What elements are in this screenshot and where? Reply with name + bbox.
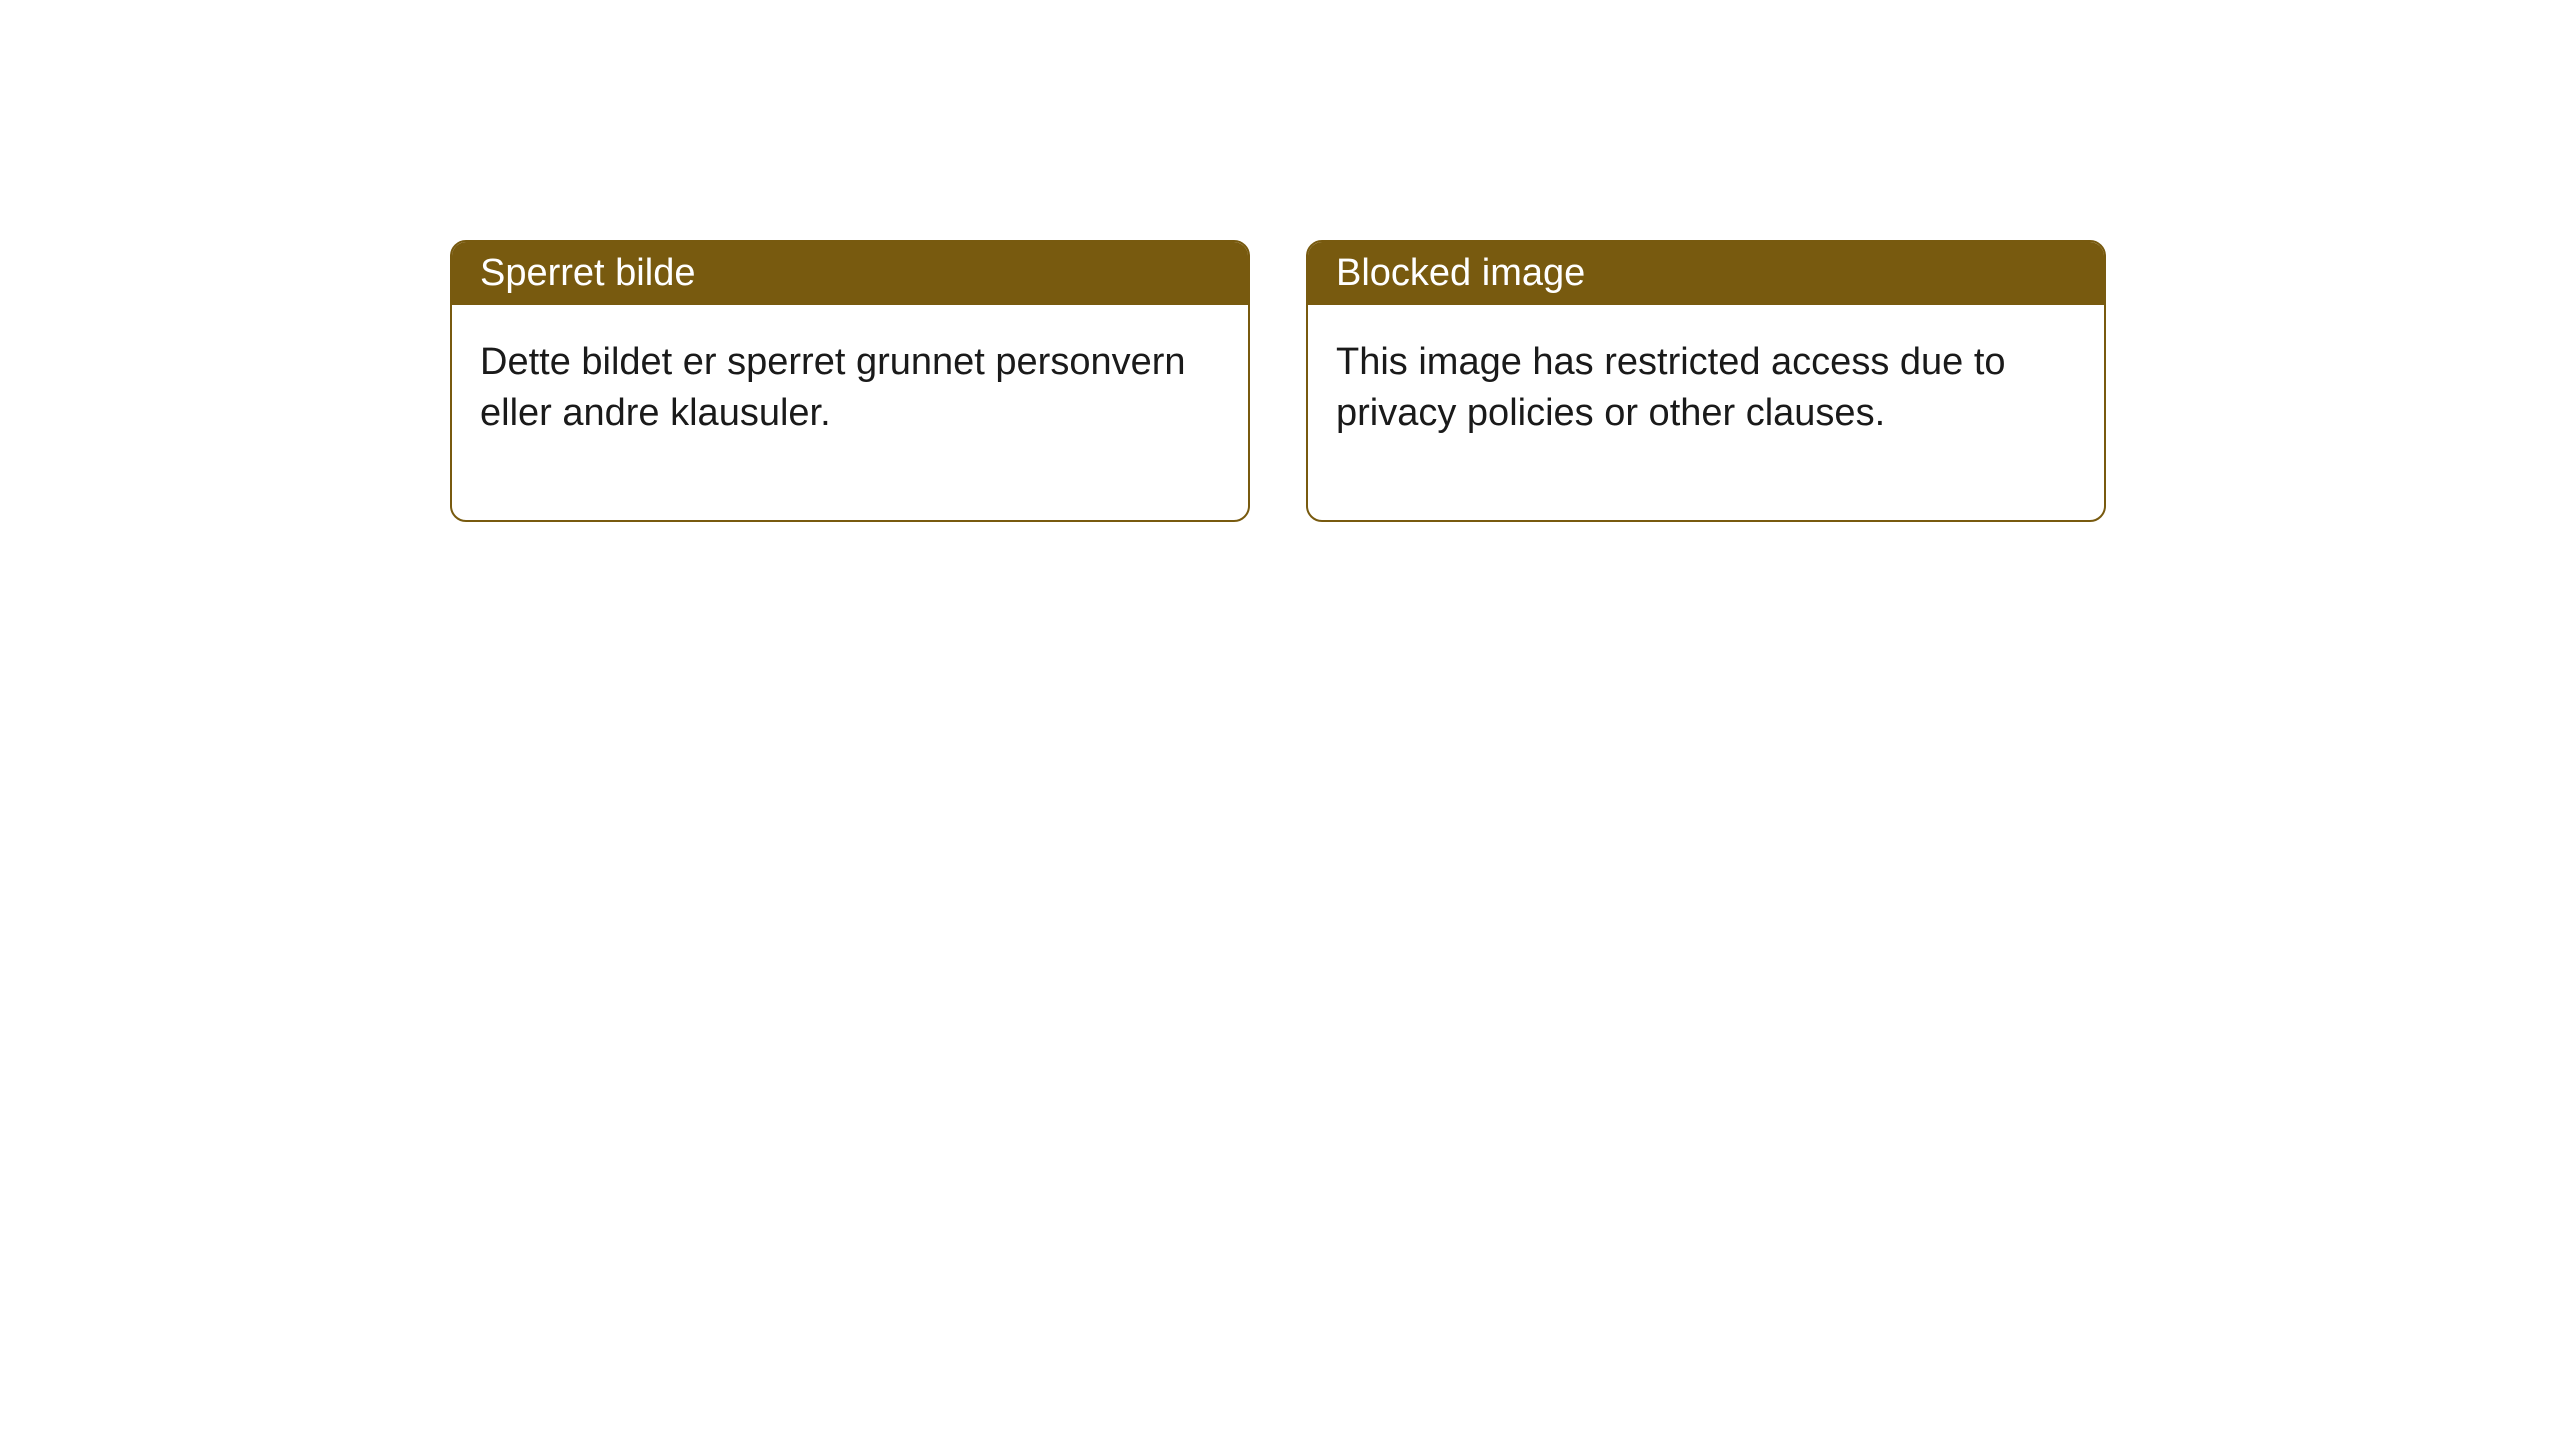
notice-body-english: This image has restricted access due to … — [1308, 305, 2104, 520]
notice-container: Sperret bilde Dette bildet er sperret gr… — [450, 240, 2106, 522]
notice-card-norwegian: Sperret bilde Dette bildet er sperret gr… — [450, 240, 1250, 522]
notice-title-english: Blocked image — [1308, 242, 2104, 305]
notice-body-norwegian: Dette bildet er sperret grunnet personve… — [452, 305, 1248, 520]
notice-title-norwegian: Sperret bilde — [452, 242, 1248, 305]
notice-card-english: Blocked image This image has restricted … — [1306, 240, 2106, 522]
